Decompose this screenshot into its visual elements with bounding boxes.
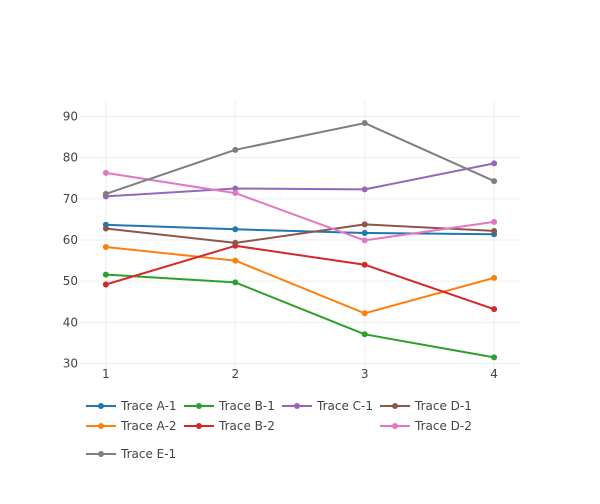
series-trace-e-1 [102, 120, 498, 197]
legend-label: Trace A-2 [120, 419, 177, 433]
legend-item-trace-d-1[interactable]: Trace D-1 [380, 399, 472, 413]
y-tick-label: 30 [63, 357, 78, 371]
legend-label: Trace E-1 [120, 447, 176, 461]
data-point-trace-c-1-3 [361, 186, 368, 193]
legend-swatch-marker [98, 423, 104, 429]
legend-item-trace-b-2[interactable]: Trace B-2 [184, 419, 275, 433]
legend-label: Trace B-1 [218, 399, 275, 413]
legend-item-trace-a-1[interactable]: Trace A-1 [86, 399, 177, 413]
data-point-trace-b-2-3 [361, 261, 368, 268]
series-trace-d-1 [102, 221, 498, 246]
series-line-trace-b-1 [104, 273, 496, 359]
y-tick-label: 90 [63, 109, 78, 123]
data-point-trace-b-1-2 [232, 279, 239, 286]
data-point-trace-e-1-1 [102, 190, 109, 197]
data-point-trace-d-2-4 [491, 218, 498, 225]
legend-swatch-marker [392, 423, 398, 429]
y-tick-label: 80 [63, 151, 78, 165]
axes: 1 2 3 4 30 40 50 60 70 80 90 [63, 109, 498, 381]
legend-label: Trace C-1 [316, 399, 373, 413]
data-point-trace-b-1-4 [491, 354, 498, 361]
legend-item-trace-a-2[interactable]: Trace A-2 [86, 419, 177, 433]
legend-item-trace-b-1[interactable]: Trace B-1 [184, 399, 275, 413]
data-point-trace-d-2-3 [361, 237, 368, 244]
series-trace-b-1 [102, 271, 498, 361]
data-point-trace-a-1-2 [232, 226, 239, 233]
data-point-trace-d-1-3 [361, 221, 368, 228]
legend-swatch-marker [196, 403, 202, 409]
data-point-trace-e-1-2 [232, 146, 239, 153]
legend: Trace A-1 Trace A-2 Trace B-1 Trace B-2 Trac… [86, 399, 472, 461]
y-tick-label: 60 [63, 233, 78, 247]
series-trace-d-2 [102, 169, 498, 244]
legend-swatch-marker [98, 451, 104, 457]
series-line-trace-a-2 [104, 246, 496, 315]
series-line-trace-a-1 [104, 223, 496, 236]
data-point-trace-a-2-1 [102, 244, 109, 250]
data-point-trace-d-1-2 [232, 239, 239, 246]
x-tick-label: 2 [231, 367, 239, 381]
data-point-trace-d-2-2 [232, 190, 239, 197]
data-point-trace-b-2-1 [102, 281, 109, 288]
data-point-trace-e-1-3 [361, 120, 368, 127]
series-layer [102, 120, 498, 361]
legend-label: Trace A-1 [120, 399, 177, 413]
data-point-trace-b-1-3 [361, 331, 368, 338]
data-point-trace-a-2-2 [232, 257, 239, 264]
legend-swatch-marker [392, 403, 398, 409]
data-point-trace-a-1-3 [361, 230, 368, 236]
data-point-trace-e-1-4 [491, 178, 498, 185]
legend-item-trace-d-2[interactable]: Trace D-2 [380, 419, 472, 433]
y-tick-label: 70 [63, 192, 78, 206]
x-tick-label: 3 [361, 367, 369, 381]
series-line-trace-d-1 [104, 223, 496, 244]
x-tick-label: 4 [490, 367, 498, 381]
legend-label: Trace D-1 [414, 399, 472, 413]
data-point-trace-a-2-4 [491, 274, 498, 281]
legend-label: Trace B-2 [218, 419, 275, 433]
legend-swatch-marker [196, 423, 202, 429]
x-tick-label: 1 [102, 367, 110, 381]
data-point-trace-d-1-4 [491, 227, 498, 234]
legend-swatch-marker [98, 403, 104, 409]
series-trace-c-1 [102, 160, 498, 200]
data-point-trace-b-1-1 [102, 271, 109, 278]
legend-swatch-marker [294, 403, 300, 409]
series-line-trace-e-1 [104, 122, 496, 195]
legend-label: Trace D-2 [414, 419, 472, 433]
y-tick-label: 40 [63, 315, 78, 329]
data-point-trace-a-2-3 [361, 310, 368, 317]
series-line-trace-c-1 [104, 162, 496, 198]
data-point-trace-c-1-4 [491, 160, 498, 167]
grid [80, 100, 520, 380]
series-trace-a-2 [102, 244, 498, 317]
data-point-trace-b-2-4 [491, 306, 498, 313]
series-trace-b-2 [102, 242, 498, 313]
data-point-trace-d-2-1 [102, 169, 109, 176]
y-tick-label: 50 [63, 274, 78, 288]
data-point-trace-d-1-1 [102, 225, 109, 232]
legend-item-trace-e-1[interactable]: Trace E-1 [86, 447, 176, 461]
series-line-trace-b-2 [104, 244, 496, 311]
series-line-trace-d-2 [104, 171, 496, 242]
legend-item-trace-c-1[interactable]: Trace C-1 [282, 399, 373, 413]
data-point-trace-c-1-2 [232, 185, 239, 192]
